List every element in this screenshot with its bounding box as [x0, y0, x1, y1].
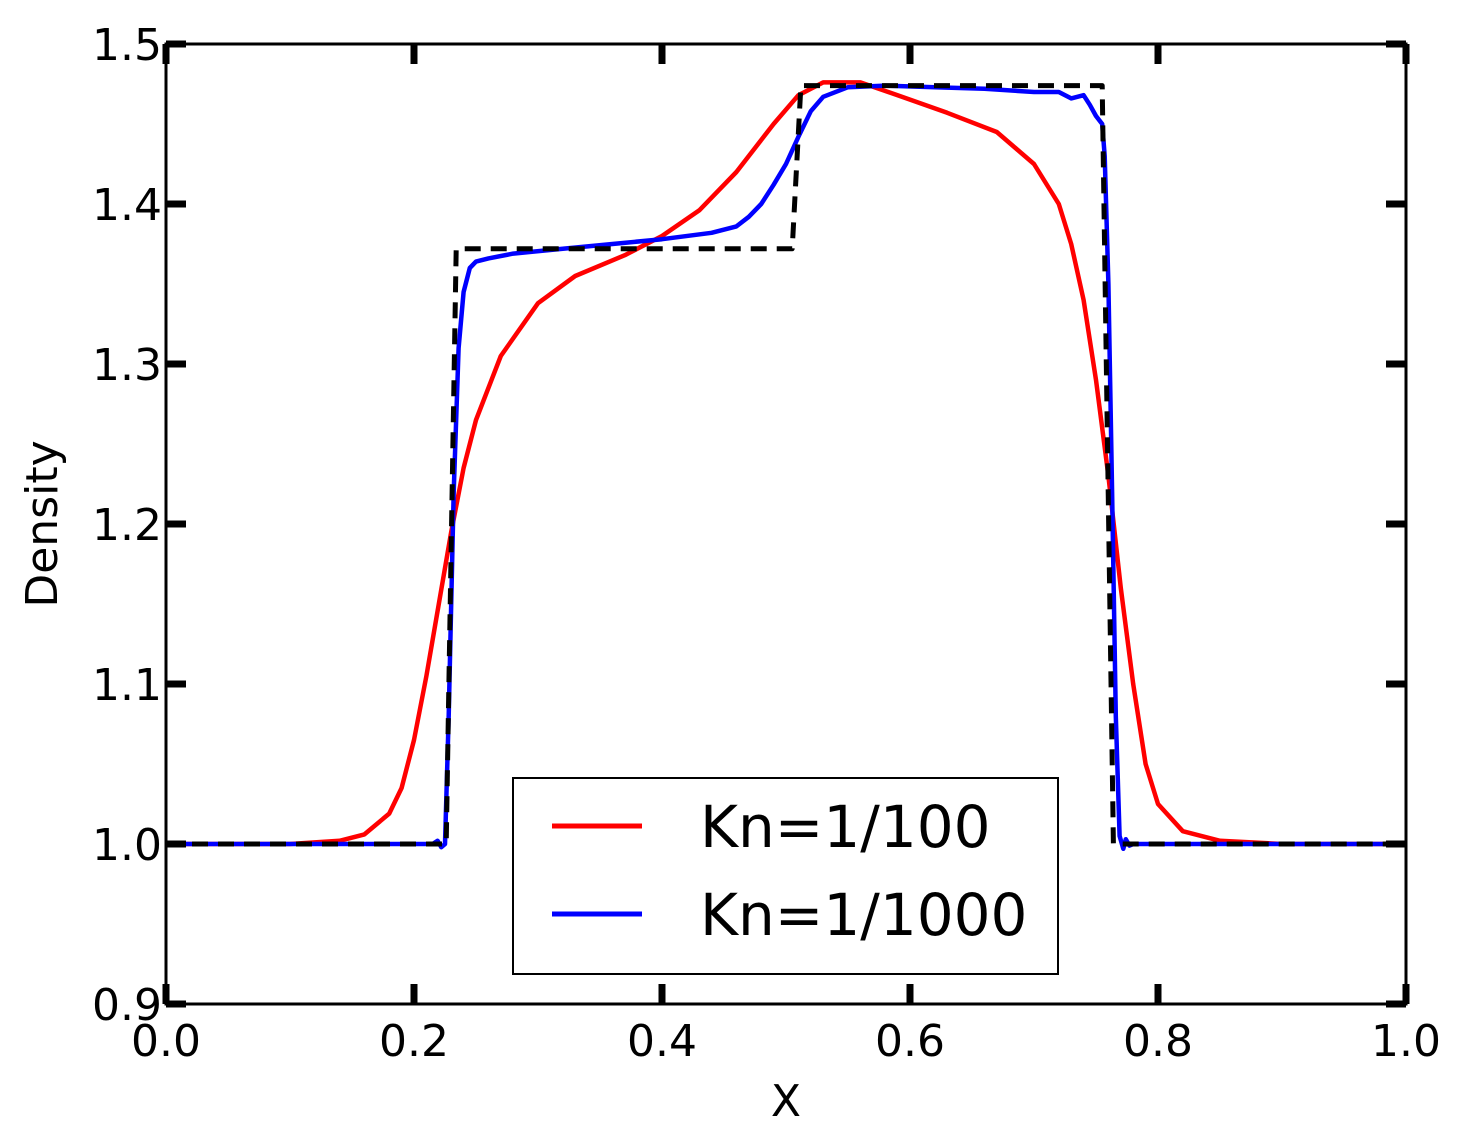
- x-tick-label: 1.0: [1371, 1016, 1441, 1067]
- x-tick-label: 0.0: [131, 1016, 201, 1067]
- y-axis-label: Density: [17, 440, 68, 607]
- y-tick-label: 0.9: [92, 980, 162, 1031]
- x-axis-label: X: [771, 1076, 801, 1127]
- x-tick-label: 0.8: [1123, 1016, 1193, 1067]
- y-tick-label: 1.5: [92, 20, 162, 71]
- series-layer: [166, 80, 1406, 852]
- y-tick-label: 1.3: [92, 340, 162, 391]
- tick-layer: 0.0 0.2 0.4 0.6 0.8 1.0 0.9 1.0 1.1 1.2 1.3 1.4 1.5: [92, 20, 1441, 1067]
- series-line-reference: [166, 83, 1406, 847]
- legend-label-kn1000: Kn=1/1000: [700, 881, 1027, 949]
- y-tick-label: 1.4: [92, 180, 162, 231]
- series-line-kn-1: [166, 83, 1406, 852]
- y-tick-label: 1.1: [92, 660, 162, 711]
- series-line-kn-0: [166, 80, 1406, 847]
- legend-label-kn100: Kn=1/100: [700, 793, 991, 861]
- legend-box: [512, 777, 1059, 975]
- y-tick-label: 1.2: [92, 500, 162, 551]
- x-tick-label: 0.4: [627, 1016, 697, 1067]
- x-tick-label: 0.2: [379, 1016, 449, 1067]
- y-tick-label: 1.0: [92, 820, 162, 871]
- x-tick-label: 0.6: [875, 1016, 945, 1067]
- legend: Kn=1/100 Kn=1/1000: [512, 777, 1059, 975]
- plot-frame: [164, 42, 1408, 1006]
